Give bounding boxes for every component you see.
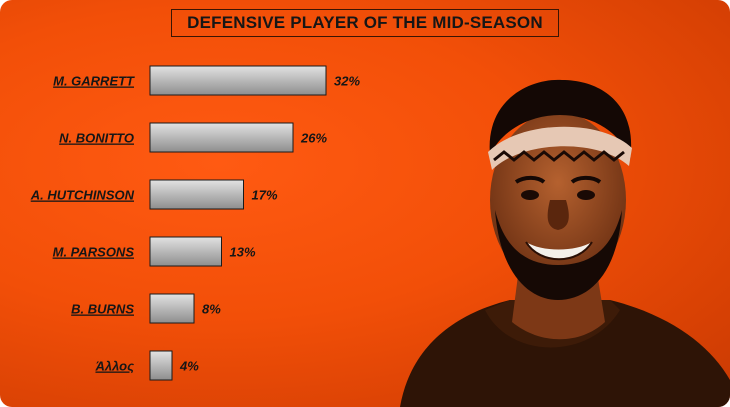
- value-label: 26%: [300, 131, 327, 146]
- category-label: A. HUTCHINSON: [30, 188, 135, 203]
- player-portrait-icon: [400, 79, 730, 407]
- value-label: 4%: [179, 359, 199, 374]
- bar: [149, 236, 222, 267]
- value-label: 13%: [230, 245, 256, 260]
- value-label: 8%: [202, 302, 221, 317]
- bar: [149, 293, 195, 324]
- category-label: M. PARSONS: [53, 245, 135, 260]
- bar: [149, 65, 327, 96]
- bar: [149, 350, 173, 381]
- chart-title: DEFENSIVE PLAYER OF THE MID-SEASON: [171, 9, 559, 37]
- bar: [149, 179, 244, 210]
- category-label: Άλλος: [94, 359, 134, 374]
- category-label: B. BURNS: [71, 302, 134, 317]
- category-label: N. BONITTO: [59, 131, 134, 146]
- category-label: M. GARRETT: [53, 74, 135, 89]
- value-label: 17%: [252, 188, 278, 203]
- value-label: 32%: [334, 74, 360, 89]
- bar: [149, 122, 294, 153]
